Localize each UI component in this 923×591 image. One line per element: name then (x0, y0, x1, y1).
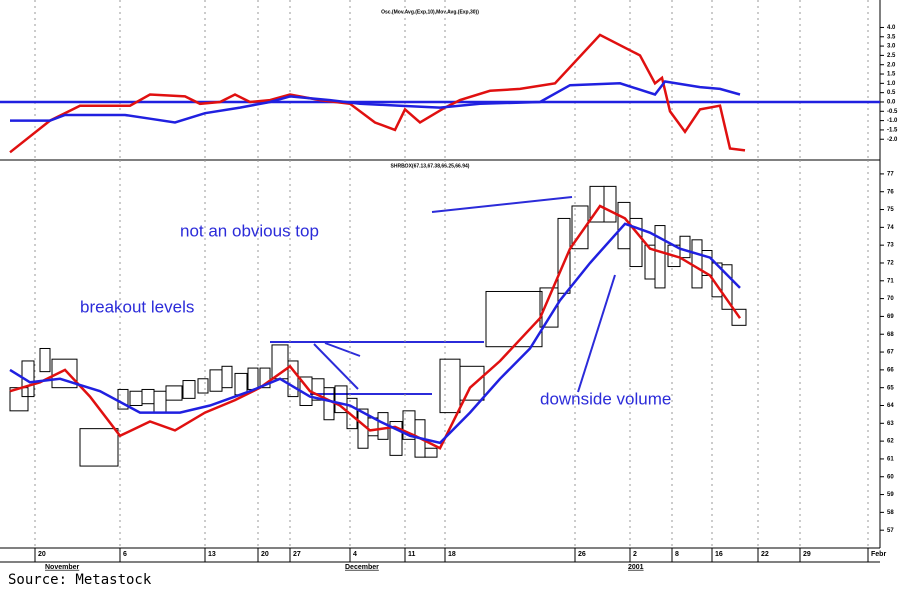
equivolume-box (721, 264, 733, 310)
x-tick-label: Febr (871, 551, 886, 558)
equivolume-box (557, 217, 571, 294)
y-tick-label: 74 (887, 225, 894, 231)
equivolume-box (389, 421, 403, 456)
equivolume-box (679, 235, 691, 259)
y-tick-label: 3.5 (887, 34, 896, 40)
x-tick-label: 8 (675, 551, 679, 558)
equivolume-box (539, 287, 559, 328)
period-label: 2001 (628, 564, 644, 571)
equivolume-box (346, 397, 358, 430)
equivolume-box (221, 365, 233, 389)
y-tick-label: -0.5 (887, 109, 898, 115)
period-label: December (345, 564, 379, 571)
source: Source: Metastock (8, 572, 152, 588)
equivolume-box (459, 365, 485, 401)
x-tick-label: 4 (353, 551, 357, 558)
y-tick-label: 77 (887, 171, 894, 177)
line-series (9, 222, 741, 445)
y-tick-label: 4.0 (887, 25, 896, 31)
y-tick-label: 1.0 (887, 81, 896, 87)
y-tick-label: 76 (887, 189, 894, 195)
x-tick-label: 29 (803, 551, 811, 558)
equivolume-box (197, 378, 209, 394)
arrow (324, 342, 361, 357)
y-tick-label: 0.5 (887, 90, 896, 96)
arrow (431, 196, 573, 213)
y-tick-label: 0.0 (887, 100, 896, 106)
y-tick-label: -1.5 (887, 127, 898, 133)
x-tick-label: 13 (208, 551, 216, 558)
x-tick-label: 20 (261, 551, 269, 558)
y-tick-label: 61 (887, 457, 894, 463)
y-tick-label: 1.5 (887, 72, 896, 78)
equivolume-box (39, 347, 51, 373)
period-label: November (45, 564, 80, 571)
equivolume-box (165, 385, 183, 401)
equivolume-box (51, 358, 78, 389)
y-tick-label: 58 (887, 510, 894, 516)
y-tick-label: 72 (887, 261, 894, 267)
y-tick-label: 59 (887, 492, 894, 498)
line-series (10, 80, 741, 124)
y-tick-label: 62 (887, 439, 894, 445)
arrow (313, 343, 359, 390)
equivolume-box (79, 428, 119, 467)
equivolume-box (731, 308, 747, 326)
equivolume-box (603, 185, 617, 223)
x-tick-label: 16 (715, 551, 723, 558)
x-tick-label: 27 (293, 551, 301, 558)
x-tick-label: 6 (123, 551, 127, 558)
panel-title: SHRBOX(67.13,67.38,66.25,66.94) (391, 163, 470, 169)
y-tick-label: 75 (887, 207, 894, 213)
y-tick-label: 71 (887, 278, 894, 284)
equivolume-box (424, 447, 438, 458)
annotation: downside volume (540, 389, 671, 408)
y-tick-label: 57 (887, 528, 894, 534)
y-tick-label: 65 (887, 385, 894, 391)
annotation-lines (270, 196, 616, 395)
x-tick-label: 22 (761, 551, 769, 558)
equivolume-box (571, 205, 589, 250)
equivolume-box (287, 360, 299, 398)
x-tick-label: 26 (578, 551, 586, 558)
y-tick-label: 64 (887, 403, 894, 409)
y-tick-label: 68 (887, 332, 894, 338)
x-tick-label: 20 (38, 551, 46, 558)
equivolume-box (182, 380, 196, 399)
y-tick-label: -1.0 (887, 118, 898, 124)
arrow (577, 274, 616, 393)
equivolume-box (654, 225, 666, 289)
y-tick-label: 63 (887, 421, 894, 427)
x-tick-label: 18 (448, 551, 456, 558)
equivolume-box (629, 217, 643, 268)
y-tick-label: 60 (887, 474, 894, 480)
panel-title: Osc.(Mov.Avg.(Exp,10),Mov.Avg.(Exp,30)) (381, 9, 479, 15)
y-tick-label: 67 (887, 350, 894, 356)
line-series (9, 33, 746, 154)
y-tick-label: 2.5 (887, 53, 896, 59)
y-tick-label: -2.0 (887, 137, 898, 143)
y-tick-label: 3.0 (887, 44, 896, 50)
y-tick-label: 73 (887, 243, 894, 249)
y-tick-label: 2.0 (887, 62, 896, 68)
x-tick-label: 11 (408, 551, 416, 558)
annotation: not an obvious top (180, 221, 319, 240)
equivolume-box (117, 388, 129, 410)
equivolume-box (259, 367, 271, 389)
y-tick-label: 69 (887, 314, 894, 320)
x-tick-label: 2 (633, 551, 637, 558)
y-tick-label: 70 (887, 296, 894, 302)
line-series (9, 204, 742, 450)
annotation: breakout levels (80, 297, 194, 316)
y-tick-label: 66 (887, 367, 894, 373)
